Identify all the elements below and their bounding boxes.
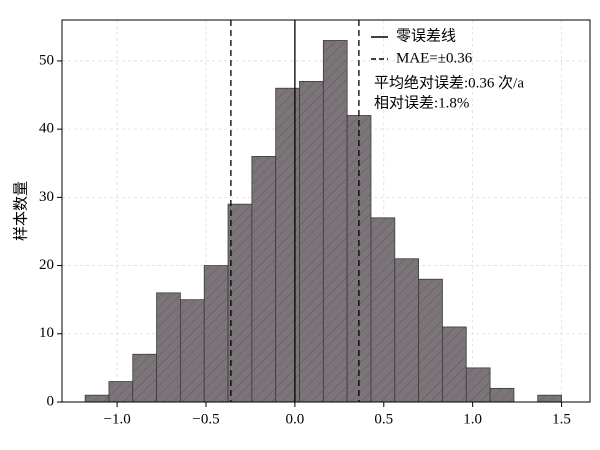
bar-hatch <box>394 258 419 402</box>
y-tick-label: 0 <box>47 393 55 409</box>
y-axis-label: 样本数量 <box>12 181 29 241</box>
annotation: 平均绝对误差:0.36 次/a <box>374 74 524 91</box>
bar-hatch <box>85 395 109 402</box>
bar-hatch <box>466 367 491 402</box>
legend-label: MAE=±0.36 <box>396 50 473 66</box>
x-tick-label: 0.0 <box>286 411 305 427</box>
bar-hatch <box>180 299 205 402</box>
bar-hatch <box>156 292 181 402</box>
y-tick-label: 40 <box>39 121 54 137</box>
bar-hatch <box>370 217 395 402</box>
x-tick-label: 1.5 <box>552 411 571 427</box>
bar-hatch <box>418 279 443 402</box>
plot-frame <box>61 19 591 403</box>
x-tick-label: 0.5 <box>374 411 393 427</box>
bar-hatch <box>132 354 157 402</box>
annotation: 相对误差:1.8% <box>374 94 469 111</box>
bar-hatch <box>442 326 467 402</box>
bar-hatch <box>347 115 371 402</box>
bar-hatch <box>490 388 514 402</box>
bar-hatch <box>275 88 300 402</box>
bar-hatch <box>299 81 324 403</box>
legend-label: 零误差线 <box>396 27 456 44</box>
x-tick-label: −0.5 <box>192 411 219 427</box>
y-tick-label: 10 <box>39 325 54 341</box>
bar-hatch <box>204 265 229 402</box>
x-tick-label: 1.0 <box>463 411 482 427</box>
bar-hatch <box>323 40 348 402</box>
y-tick-label: 30 <box>39 189 54 205</box>
bar-hatch <box>108 381 133 402</box>
bar-hatch <box>251 156 276 402</box>
bar-hatch <box>228 204 252 402</box>
x-tick-label: −1.0 <box>104 411 131 427</box>
bar-hatch <box>537 395 562 402</box>
y-tick-label: 20 <box>39 257 54 273</box>
y-tick-label: 50 <box>39 52 54 68</box>
